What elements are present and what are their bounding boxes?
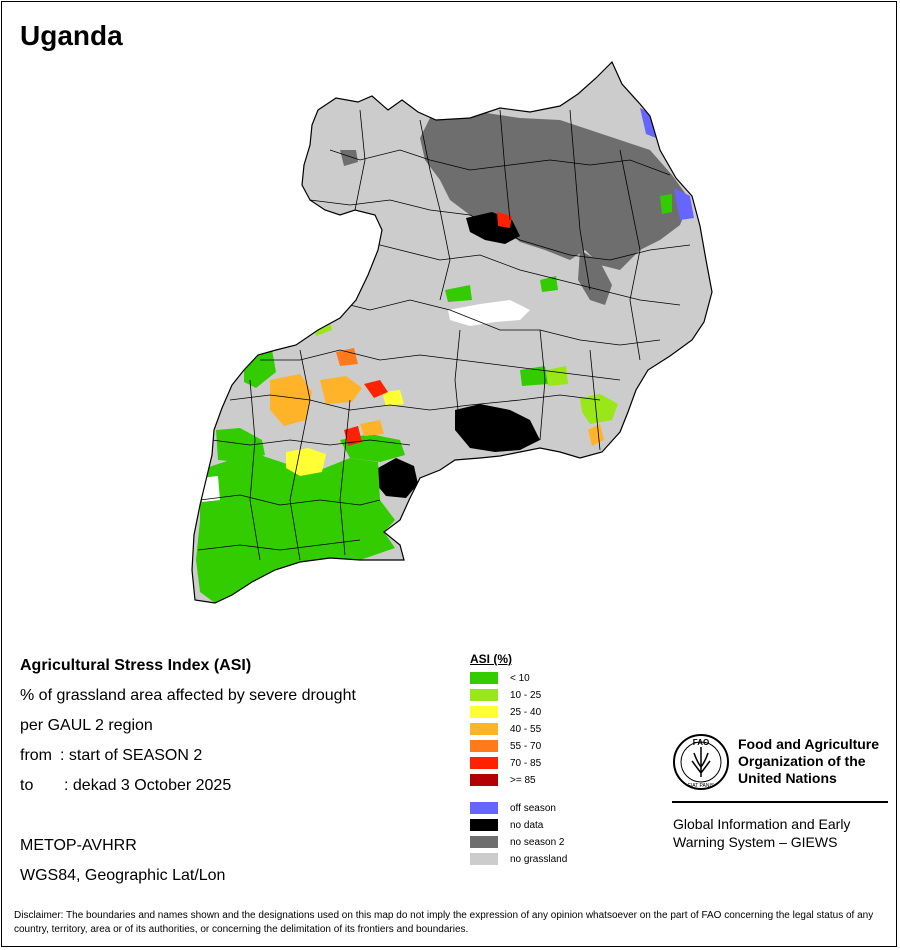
legend-swatch <box>470 757 498 769</box>
no-data-south-east <box>455 404 540 452</box>
index-heading: Agricultural Stress Index (ASI) <box>20 657 252 674</box>
legend-label: off season <box>510 802 556 814</box>
asi-lt10-patch-2 <box>445 285 472 302</box>
legend-item: >= 85 <box>470 773 536 787</box>
giews-name: Global Information and Early Warning Sys… <box>673 815 850 851</box>
legend-label: no data <box>510 819 544 831</box>
legend-swatch <box>470 853 498 865</box>
legend-swatch <box>470 819 498 831</box>
fao-name-line-2: Organization of the <box>738 753 866 769</box>
legend-item: 25 - 40 <box>470 705 541 719</box>
asi-10-25-east <box>580 394 618 424</box>
off-season-strip <box>674 188 694 220</box>
legend-item: no data <box>470 818 543 832</box>
legend-title: ASI (%) <box>470 652 512 666</box>
description-line-2: per GAUL 2 region <box>20 717 153 734</box>
description-line-1: % of grassland area affected by severe d… <box>20 687 356 704</box>
legend-swatch <box>470 836 498 848</box>
asi-40-55-lakeside <box>360 420 384 436</box>
legend-swatch <box>470 802 498 814</box>
asi-40-55-east <box>588 424 604 446</box>
legend-item: no grassland <box>470 852 567 866</box>
legend-label: no grassland <box>510 853 568 865</box>
legend-item: 40 - 55 <box>470 722 541 736</box>
uganda-border <box>191 60 713 604</box>
asi-lt10-patch-4 <box>540 276 558 292</box>
asi-70-85-south <box>344 426 362 446</box>
asi-55-70-west <box>336 348 358 366</box>
legend-swatch <box>470 774 498 786</box>
from-value: : start of SEASON 2 <box>60 747 203 764</box>
legend-label: 55 - 70 <box>510 740 542 752</box>
giews-line-2: Warning System – GIEWS <box>673 834 838 850</box>
legend-label: 70 - 85 <box>510 757 542 769</box>
legend-label: < 10 <box>510 672 530 684</box>
asi-40-55-midwest <box>320 376 362 404</box>
no-season-2-area <box>420 112 690 270</box>
legend-swatch <box>470 672 498 684</box>
asi-lt10-patch-5 <box>660 194 672 214</box>
asi-lt10-patch-3 <box>520 366 548 386</box>
from-label: from <box>20 747 52 764</box>
legend-item: < 10 <box>470 671 530 685</box>
legend-item: 10 - 25 <box>470 688 541 702</box>
to-value: : dekad 3 October 2025 <box>64 777 232 794</box>
map-title: Uganda <box>20 20 123 51</box>
legend-label: 40 - 55 <box>510 723 542 735</box>
legend-label: >= 85 <box>510 774 536 786</box>
asi-40-55-west <box>270 374 312 426</box>
asi-lt10-patch-1 <box>344 228 362 250</box>
giews-line-1: Global Information and Early <box>673 816 851 832</box>
legend-swatch <box>470 723 498 735</box>
legend-label: 25 - 40 <box>510 706 542 718</box>
fao-name-line-3: United Nations <box>738 770 837 786</box>
legend-label: no season 2 <box>510 836 565 848</box>
legend-item: 70 - 85 <box>470 756 541 770</box>
asi-lt10-west <box>216 428 265 462</box>
legend-swatch <box>470 740 498 752</box>
legend-swatch <box>470 706 498 718</box>
uganda-map <box>191 60 713 604</box>
legend-item: 55 - 70 <box>470 739 541 753</box>
fao-logo-icon: FAO FIAT PANIS <box>673 734 729 790</box>
no-season-2-patch-west <box>340 150 358 166</box>
asi-10-25-central <box>546 366 568 386</box>
legend-swatch <box>470 689 498 701</box>
fao-divider <box>672 801 888 803</box>
legend-label: 10 - 25 <box>510 689 542 701</box>
legend-item: no season 2 <box>470 835 565 849</box>
district-boundaries <box>197 109 691 561</box>
fao-name-line-1: Food and Agriculture <box>738 736 880 752</box>
from-row: from : start of SEASON 2 <box>20 747 202 765</box>
fao-name: Food and Agriculture Organization of the… <box>738 736 879 787</box>
sensor-label: METOP-AVHRR <box>20 837 137 854</box>
disclaimer: Disclaimer: The boundaries and names sho… <box>14 910 874 935</box>
projection-label: WGS84, Geographic Lat/Lon <box>20 867 226 884</box>
logo-motto: FIAT PANIS <box>688 783 715 789</box>
asi-70-85-central <box>364 380 388 398</box>
logo-letters: FAO <box>693 738 709 747</box>
legend-item: off season <box>470 801 556 815</box>
lake-kyoga <box>448 300 530 326</box>
to-row: to : dekad 3 October 2025 <box>20 777 231 795</box>
no-data-lake-victoria-area <box>376 458 418 498</box>
asi-25-40-central <box>382 390 404 406</box>
asi-70-85-north <box>497 212 512 228</box>
to-label: to <box>20 777 34 794</box>
asi-lt10-southwest <box>196 455 395 603</box>
